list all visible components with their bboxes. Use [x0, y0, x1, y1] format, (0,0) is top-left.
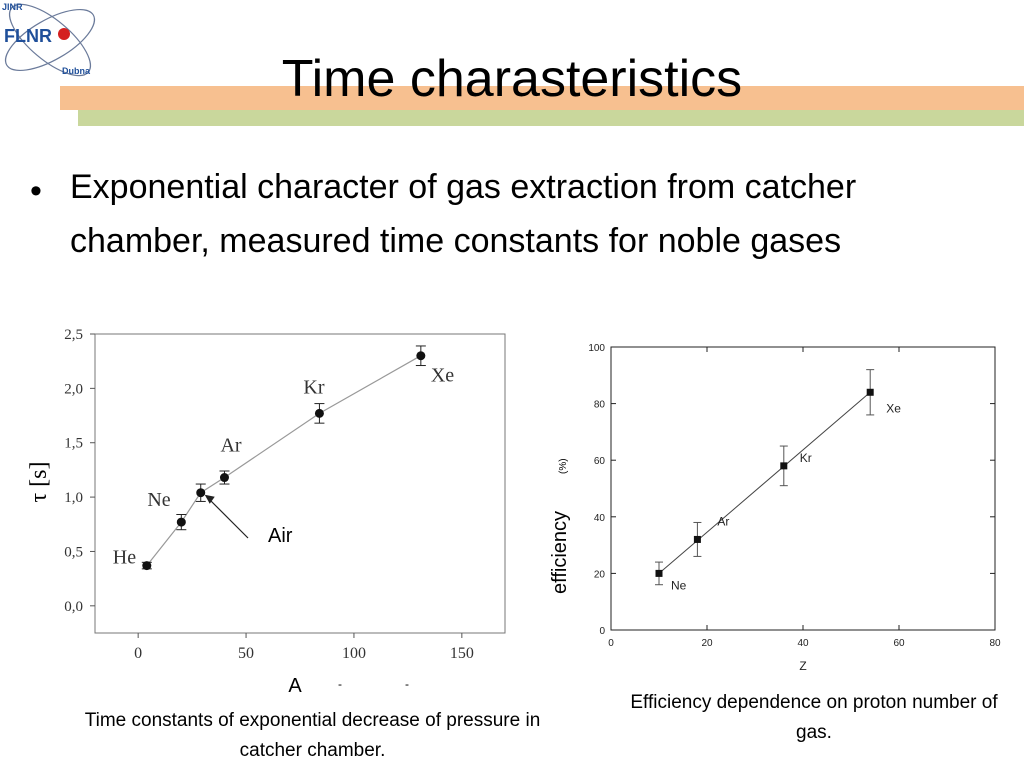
x-tick-label: 50 — [238, 645, 254, 662]
slide-title: Time charasteristics — [281, 50, 743, 108]
data-point — [219, 473, 229, 483]
y-tick-label: 2,5 — [64, 327, 83, 343]
logo-mid-text: FLNR — [4, 26, 52, 46]
point-label: He — [113, 547, 136, 569]
x-tick-label: 40 — [797, 638, 809, 649]
logo-top-text: JINR — [2, 2, 23, 12]
logo-orbit — [8, 3, 92, 77]
x-axis-label: Z — [799, 659, 806, 673]
y-axis-label: τ [s] — [26, 462, 52, 503]
point-label: Ne — [147, 489, 170, 511]
data-point — [780, 462, 788, 470]
y-tick-label: 0,0 — [64, 599, 83, 615]
point-label: Xe — [431, 365, 454, 387]
y-tick-label: 1,5 — [64, 436, 83, 452]
tau-vs-mass-chart: 0 50 100 150 0,0 0,5 1,0 1,5 2,0 2,5 He Ne Ar Kr Xe Air… — [26, 327, 506, 697]
y-tick-label: 2,0 — [64, 381, 83, 397]
trend-curve — [146, 355, 422, 566]
y-tick-label: 40 — [594, 513, 606, 524]
y-tick-label: 0,5 — [64, 544, 83, 560]
data-point — [416, 351, 426, 361]
plot-frame — [94, 333, 506, 634]
plot-frame — [610, 346, 996, 631]
fit-line — [658, 391, 871, 574]
annotation-label: Air — [268, 525, 293, 547]
logo-bottom-text: Dubna — [62, 66, 91, 76]
data-point — [196, 488, 206, 498]
y-tick-label: 100 — [588, 343, 605, 354]
data-point — [176, 517, 186, 527]
y-tick-label: 0 — [599, 626, 605, 637]
caption-right: Efficiency dependence on proton number o… — [630, 692, 998, 743]
title-band-green — [78, 110, 1024, 126]
y-tick-label: 60 — [594, 456, 606, 467]
x-axis-label-extra: - — [405, 677, 409, 691]
logo-orbit — [4, 8, 96, 72]
y-tick-label: 20 — [594, 569, 606, 580]
y-axis-label: efficiency — [549, 511, 571, 594]
point-label: Ar — [220, 435, 241, 457]
x-tick-label: 150 — [450, 645, 474, 662]
x-tick-label: 20 — [701, 638, 713, 649]
data-point — [314, 408, 324, 418]
bullet-text: Exponential character of gas extraction … — [70, 168, 857, 260]
point-label: Kr — [303, 376, 324, 398]
x-tick-label: 100 — [342, 645, 366, 662]
x-axis-label-extra: - — [338, 677, 342, 691]
x-tick-label: 80 — [989, 638, 1001, 649]
efficiency-vs-z-chart: 0 20 40 60 80 0 20 40 60 80 100 Ne Ar Kr Xe efficiency (… — [549, 343, 1001, 673]
point-label: Xe — [886, 401, 901, 415]
x-tick-label: 60 — [893, 638, 905, 649]
title-band-orange — [60, 86, 1024, 110]
y-axis-unit: (%) — [558, 458, 569, 474]
annotation-arrowhead — [204, 494, 215, 504]
y-tick-label: 80 — [594, 400, 606, 411]
point-label: Kr — [800, 451, 812, 465]
data-point — [693, 535, 701, 543]
data-point — [866, 388, 874, 396]
x-axis-label: A — [288, 675, 302, 697]
logo-nucleus — [58, 28, 70, 40]
data-point — [142, 561, 152, 571]
point-label: Ne — [671, 578, 687, 592]
data-point — [655, 569, 663, 577]
point-label: Ar — [717, 514, 729, 528]
annotation-arrow — [206, 496, 249, 539]
bullet-marker: • — [30, 172, 42, 210]
flnr-logo: JINR FLNR Dubna — [2, 2, 96, 77]
x-tick-label: 0 — [134, 645, 142, 662]
caption-left: Time constants of exponential decrease o… — [84, 710, 541, 761]
y-tick-label: 1,0 — [64, 490, 83, 506]
x-tick-label: 0 — [608, 638, 614, 649]
